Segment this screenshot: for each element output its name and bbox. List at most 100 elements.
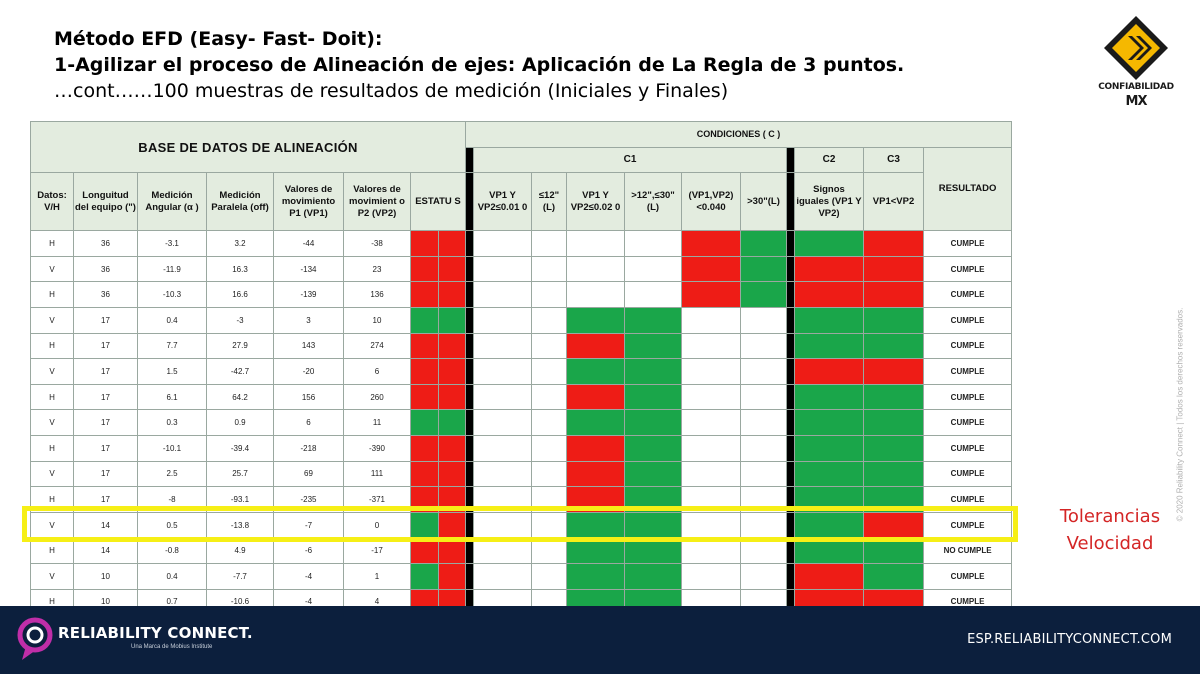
- note-line-1: Tolerancias: [1059, 506, 1161, 527]
- slide-title: Método EFD (Easy- Fast- Doit): 1-Agiliza…: [54, 26, 1054, 104]
- cell-length: 17: [73, 434, 138, 462]
- cell-parallel: 16.3: [206, 255, 274, 283]
- condition-cell: [473, 434, 532, 462]
- title-line-2: 1-Agilizar el proceso de Alineación de e…: [54, 54, 905, 76]
- result-header: RESULTADO: [922, 146, 1013, 232]
- divider-cell: [465, 460, 474, 488]
- cell-angular: -10.1: [137, 434, 207, 462]
- cell-vp2: 1: [343, 562, 411, 590]
- condition-cell: [566, 358, 625, 385]
- cell-angular: -3.1: [137, 230, 207, 257]
- status-cell: [438, 281, 466, 308]
- cond-header-7: Signos iguales (VP1 Y VP2): [794, 172, 864, 232]
- divider-cell: [786, 511, 795, 539]
- cell-angular: 0.5: [137, 511, 207, 539]
- cell-result: CUMPLE: [922, 511, 1013, 539]
- condition-cell: [473, 562, 532, 590]
- condition-cell: [473, 409, 532, 436]
- cell-result: CUMPLE: [922, 255, 1013, 283]
- condition-cell: [681, 332, 741, 360]
- cell-angular: 2.5: [137, 460, 207, 488]
- condition-cell: [566, 281, 625, 308]
- condition-cell: [531, 281, 567, 308]
- status-cell: [438, 460, 466, 488]
- cell-result: CUMPLE: [922, 358, 1013, 385]
- cond-header-1: VP1 Y VP2≤0.01 0: [473, 172, 532, 232]
- condition-cell: [531, 230, 567, 257]
- cell-vp2: -371: [343, 486, 411, 513]
- cell-result: CUMPLE: [922, 460, 1013, 488]
- condition-cell: [473, 281, 532, 308]
- footer-url[interactable]: ESP.RELIABILITYCONNECT.COM: [967, 632, 1172, 647]
- cell-parallel: 0.9: [206, 409, 274, 436]
- cell-vh: V: [30, 358, 74, 385]
- table-row: V 17 0.3 0.9 6 11 CUMPLE: [30, 409, 1013, 436]
- condition-cell: [624, 306, 682, 334]
- condition-cell: [863, 358, 924, 385]
- divider-cell: [786, 172, 795, 232]
- status-cell: [410, 332, 439, 360]
- condition-cell: [624, 511, 682, 539]
- cell-vp1: -44: [273, 230, 344, 257]
- condition-cell: [863, 562, 924, 590]
- condition-cell: [740, 434, 787, 462]
- cell-vp2: -390: [343, 434, 411, 462]
- condition-cell: [681, 460, 741, 488]
- condition-cell: [863, 486, 924, 513]
- cell-vp1: 156: [273, 383, 344, 411]
- divider-cell: [465, 383, 474, 411]
- table-row: H 36 -3.1 3.2 -44 -38 CUMPLE: [30, 230, 1013, 257]
- divider-cell: [786, 383, 795, 411]
- condition-cell: [531, 434, 567, 462]
- status-cell: [438, 486, 466, 513]
- status-cell: [410, 383, 439, 411]
- cell-vp1: -6: [273, 537, 344, 564]
- divider-cell: [786, 332, 795, 360]
- divider-cell: [786, 409, 795, 436]
- cell-result: CUMPLE: [922, 434, 1013, 462]
- table-row: V 17 1.5 -42.7 -20 6 CUMPLE: [30, 358, 1013, 385]
- condition-cell: [624, 383, 682, 411]
- condition-cell: [624, 460, 682, 488]
- condition-cell: [794, 358, 864, 385]
- cell-parallel: 3.2: [206, 230, 274, 257]
- col-header-angular: Medición Angular (α ): [137, 172, 207, 232]
- footer-tagline: Una Marca de Mobius Institute: [131, 644, 213, 650]
- cell-vp2: 6: [343, 358, 411, 385]
- cell-length: 17: [73, 332, 138, 360]
- condition-cell: [740, 460, 787, 488]
- c2-header: C2: [794, 146, 864, 174]
- cell-vp1: -7: [273, 511, 344, 539]
- cell-length: 36: [73, 255, 138, 283]
- cell-vp2: 10: [343, 306, 411, 334]
- condition-cell: [473, 383, 532, 411]
- cell-parallel: -93.1: [206, 486, 274, 513]
- alignment-table: BASE DE DATOS DE ALINEACIÓN CONDICIONES …: [30, 120, 1013, 616]
- cell-vp1: -134: [273, 255, 344, 283]
- condition-cell: [566, 306, 625, 334]
- condition-cell: [863, 434, 924, 462]
- c1-header: C1: [473, 146, 787, 174]
- condition-cell: [740, 306, 787, 334]
- table-row: V 14 0.5 -13.8 -7 0 CUMPLE: [30, 511, 1013, 539]
- footer-brand: RELIABILITY CONNECT.: [58, 624, 253, 642]
- conditions-header: CONDICIONES ( C ): [464, 121, 1013, 148]
- title-line-1: Método EFD (Easy- Fast- Doit):: [54, 28, 383, 50]
- status-cell: [438, 332, 466, 360]
- condition-cell: [473, 306, 532, 334]
- cell-length: 17: [73, 486, 138, 513]
- logo-mx: MX: [1125, 94, 1148, 109]
- condition-cell: [863, 383, 924, 411]
- cell-parallel: 25.7: [206, 460, 274, 488]
- condition-cell: [531, 306, 567, 334]
- table-row: H 14 -0.8 4.9 -6 -17 NO CUMPLE: [30, 537, 1013, 564]
- condition-cell: [740, 255, 787, 283]
- condition-cell: [624, 409, 682, 436]
- col-header-vp1: Valores de movimiento P1 (VP1): [273, 172, 344, 232]
- condition-cell: [681, 434, 741, 462]
- divider-cell: [465, 281, 474, 308]
- cell-vp1: -218: [273, 434, 344, 462]
- cell-parallel: -42.7: [206, 358, 274, 385]
- cell-vh: H: [30, 332, 74, 360]
- condition-cell: [566, 332, 625, 360]
